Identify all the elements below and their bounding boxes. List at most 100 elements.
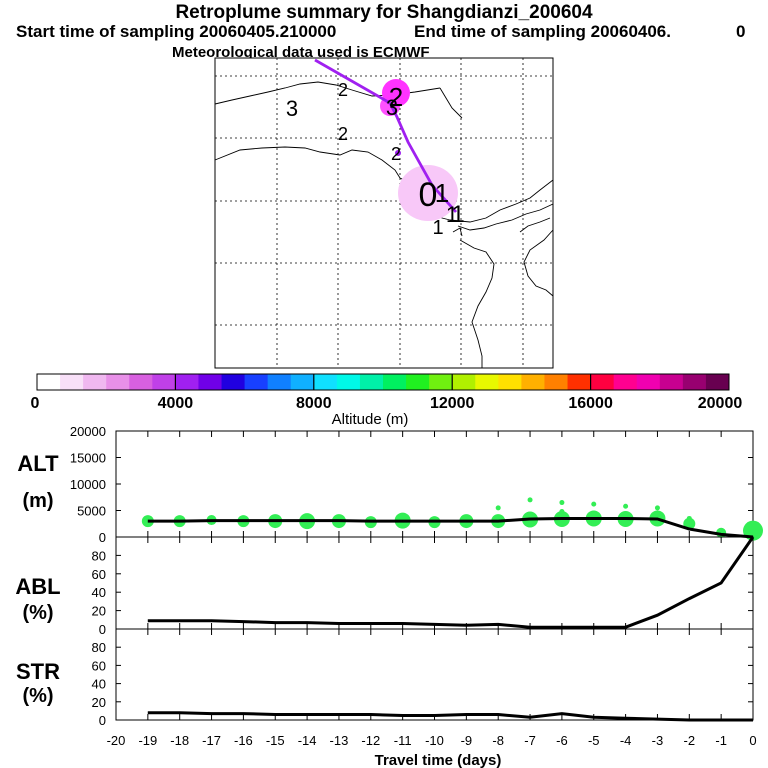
- colorbar-swatch: [106, 374, 130, 390]
- x-tick-label: -15: [266, 733, 285, 748]
- colorbar-swatch: [383, 374, 407, 390]
- y-axis-label: ALT: [17, 451, 59, 476]
- y-tick-label: 80: [92, 640, 106, 655]
- x-tick-label: -9: [461, 733, 473, 748]
- series-line: [147, 711, 753, 722]
- map-label: 2: [338, 124, 348, 144]
- time-series-panels: 0 5000 10000 15000 20000 ALT (m) 0 20 40 60 80 ABL (%…: [15, 424, 763, 748]
- x-tick-label: -19: [138, 733, 157, 748]
- end-time-suffix: 0: [736, 22, 746, 41]
- map-label: 0: [419, 176, 438, 214]
- y-tick-label: 0: [99, 622, 106, 637]
- colorbar-frame: [36, 373, 730, 391]
- series-line: [147, 517, 754, 539]
- x-tick-label: -6: [556, 733, 568, 748]
- altitude-outlier: [527, 497, 533, 503]
- x-tick-label: 0: [749, 733, 756, 748]
- colorbar-tick-label: 4000: [158, 395, 194, 412]
- x-tick-label: -5: [588, 733, 600, 748]
- met-data-label: Meteorological data used is ECMWF: [172, 44, 430, 61]
- map-day-labels: 3 2 2 2 3 2 1 1 1 1 0: [286, 80, 465, 239]
- x-axis-label: Travel time (days): [375, 752, 502, 768]
- colorbar-tick-label: 20000: [698, 395, 743, 412]
- colorbar-swatch: [567, 374, 591, 390]
- map-label: 3: [286, 96, 298, 121]
- x-tick-label: -2: [684, 733, 696, 748]
- y-axis-label: (%): [22, 602, 53, 624]
- colorbar-tick-label: 12000: [430, 395, 475, 412]
- altitude-outlier: [654, 505, 660, 511]
- colorbar-swatch: [37, 374, 61, 390]
- altitude-colorbar: 0 4000 8000 12000 16000 20000: [31, 373, 743, 412]
- colorbar-swatch: [60, 374, 84, 390]
- x-tick-label: -17: [202, 733, 221, 748]
- x-tick-label: -7: [524, 733, 536, 748]
- colorbar-swatch: [544, 374, 568, 390]
- colorbar-swatch: [636, 374, 661, 390]
- colorbar-swatch: [313, 374, 338, 390]
- halo-day0: [398, 165, 458, 221]
- y-tick-label: 60: [92, 567, 106, 582]
- colorbar-swatch: [198, 374, 222, 390]
- y-tick-label: 40: [92, 585, 106, 600]
- altitude-outlier: [623, 503, 629, 509]
- y-tick-label: 15000: [70, 451, 106, 466]
- y-tick-label: 20: [92, 604, 106, 619]
- y-tick-label: 20000: [70, 424, 106, 439]
- map-label: 2: [391, 144, 401, 164]
- y-axis-label: ABL: [15, 574, 60, 599]
- colorbar-swatch: [336, 374, 361, 390]
- map-label: 1: [451, 201, 464, 228]
- y-tick-label: 10000: [70, 477, 106, 492]
- y-tick-label: 5000: [77, 504, 106, 519]
- y-tick-label: 80: [92, 548, 106, 563]
- colorbar-swatch: [498, 374, 522, 390]
- y-tick-label: 0: [99, 713, 106, 728]
- colorbar-swatch: [129, 374, 153, 390]
- panel-frame: [115, 628, 754, 721]
- map-label: 3: [386, 95, 398, 120]
- altitude-outlier: [559, 500, 565, 506]
- colorbar-swatch: [267, 374, 292, 390]
- panel-alt: 0 5000 10000 15000 20000 ALT (m): [17, 424, 763, 545]
- colorbar-swatch: [221, 374, 245, 390]
- x-tick-label: -13: [330, 733, 349, 748]
- x-tick-label: -12: [361, 733, 380, 748]
- colorbar-swatch: [244, 374, 269, 390]
- colorbar-swatch: [290, 374, 315, 390]
- y-tick-label: 20: [92, 695, 106, 710]
- colorbar-swatch: [175, 374, 199, 390]
- retroplume-track: [314, 58, 458, 213]
- y-tick-label: 0: [99, 530, 106, 545]
- altitude-outlier: [559, 509, 565, 515]
- altitude-outlier: [591, 510, 597, 516]
- map-label: 1: [435, 178, 449, 208]
- map-label: 2: [389, 82, 403, 112]
- colorbar-swatch: [406, 374, 430, 390]
- start-time-label: Start time of sampling 20060405.210000: [16, 22, 337, 41]
- colorbar-tick-label: 16000: [568, 395, 613, 412]
- x-tick-label: -18: [170, 733, 189, 748]
- map-label: 1: [446, 202, 458, 227]
- map-label: 1: [432, 217, 443, 239]
- colorbar-swatch: [659, 374, 684, 390]
- colorbar-swatch: [682, 374, 707, 390]
- panel-str: 0 20 40 60 80 STR(%): [16, 628, 754, 728]
- x-tick-label: -14: [298, 733, 317, 748]
- x-tick-label: -3: [652, 733, 664, 748]
- map-label: 2: [338, 80, 348, 100]
- y-tick-label: 40: [92, 677, 106, 692]
- colorbar-swatch: [152, 374, 176, 390]
- x-tick-label: -8: [492, 733, 504, 748]
- track-marker: [395, 150, 401, 156]
- colorbar-swatch: [705, 374, 730, 390]
- colorbar-swatch: [359, 374, 384, 390]
- colorbar-label: Altitude (m): [332, 411, 409, 428]
- end-time-label: End time of sampling 20060406.: [414, 22, 671, 41]
- colorbar-tick-label: 0: [31, 395, 40, 412]
- retroplume-map: 3 2 2 2 3 2 1 1 1 1 0: [214, 57, 554, 369]
- colorbar-swatch: [521, 374, 545, 390]
- colorbar-swatch: [452, 374, 476, 390]
- chart-title: Retroplume summary for Shangdianzi_20060…: [175, 2, 593, 23]
